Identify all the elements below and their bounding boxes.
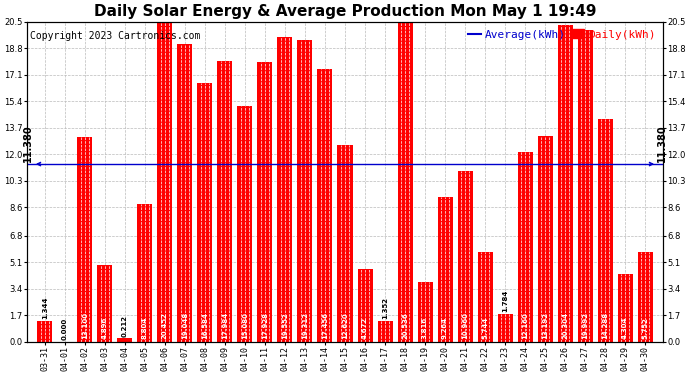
- Text: 11.380: 11.380: [657, 124, 667, 162]
- Title: Daily Solar Energy & Average Production Mon May 1 19:49: Daily Solar Energy & Average Production …: [94, 4, 596, 19]
- Text: 20.452: 20.452: [162, 312, 168, 339]
- Bar: [437, 197, 453, 342]
- Text: 19.992: 19.992: [582, 312, 588, 339]
- Bar: [237, 106, 253, 342]
- Bar: [417, 282, 433, 342]
- Bar: [518, 152, 533, 342]
- Bar: [177, 44, 193, 342]
- Text: 1.352: 1.352: [382, 297, 388, 319]
- Bar: [277, 36, 293, 342]
- Text: 3.816: 3.816: [422, 317, 428, 339]
- Bar: [137, 204, 152, 342]
- Text: 19.048: 19.048: [182, 312, 188, 339]
- Bar: [37, 321, 52, 342]
- Text: 19.552: 19.552: [282, 313, 288, 339]
- Text: 5.744: 5.744: [482, 317, 488, 339]
- Text: 5.752: 5.752: [642, 318, 648, 339]
- Text: 19.312: 19.312: [302, 312, 308, 339]
- Text: 17.984: 17.984: [222, 312, 228, 339]
- Bar: [497, 314, 513, 342]
- Text: 15.080: 15.080: [242, 312, 248, 339]
- Bar: [157, 22, 172, 342]
- Text: 11.380: 11.380: [23, 124, 33, 162]
- Text: 0.212: 0.212: [122, 315, 128, 337]
- Text: 9.264: 9.264: [442, 317, 448, 339]
- Bar: [377, 321, 393, 342]
- Text: 10.960: 10.960: [462, 312, 468, 339]
- Text: 17.456: 17.456: [322, 312, 328, 339]
- Bar: [217, 61, 233, 342]
- Text: 14.288: 14.288: [602, 312, 608, 339]
- Bar: [457, 171, 473, 342]
- Bar: [538, 136, 553, 342]
- Bar: [297, 40, 313, 342]
- Text: 12.620: 12.620: [342, 313, 348, 339]
- Text: 13.192: 13.192: [542, 312, 548, 339]
- Text: 16.584: 16.584: [202, 312, 208, 339]
- Text: 13.100: 13.100: [82, 312, 88, 339]
- Text: 4.304: 4.304: [622, 317, 628, 339]
- Text: Copyright 2023 Cartronics.com: Copyright 2023 Cartronics.com: [30, 32, 201, 41]
- Bar: [397, 21, 413, 342]
- Bar: [97, 265, 112, 342]
- Bar: [337, 145, 353, 342]
- Bar: [618, 274, 633, 342]
- Bar: [578, 30, 593, 342]
- Bar: [638, 252, 653, 342]
- Text: 20.304: 20.304: [562, 312, 568, 339]
- Bar: [598, 118, 613, 342]
- Text: 0.000: 0.000: [62, 318, 68, 340]
- Legend: Average(kWh), Daily(kWh): Average(kWh), Daily(kWh): [466, 27, 658, 42]
- Text: 17.928: 17.928: [262, 312, 268, 339]
- Text: 1.784: 1.784: [502, 290, 508, 312]
- Bar: [357, 269, 373, 342]
- Bar: [257, 62, 273, 342]
- Text: 4.896: 4.896: [102, 317, 108, 339]
- Bar: [197, 83, 213, 342]
- Bar: [477, 252, 493, 342]
- Text: 1.344: 1.344: [42, 297, 48, 319]
- Text: 12.160: 12.160: [522, 312, 528, 339]
- Bar: [77, 137, 92, 342]
- Bar: [117, 338, 132, 342]
- Text: 4.672: 4.672: [362, 317, 368, 339]
- Text: 8.804: 8.804: [142, 317, 148, 339]
- Bar: [558, 25, 573, 342]
- Text: 20.536: 20.536: [402, 313, 408, 339]
- Bar: [317, 69, 333, 342]
